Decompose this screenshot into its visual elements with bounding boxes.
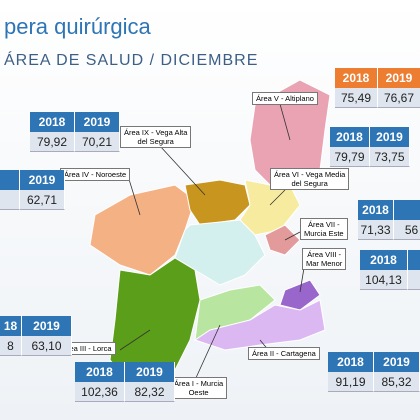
- leader-line: [127, 175, 141, 216]
- leader-line: [119, 329, 151, 351]
- area-label-line: del Segura: [291, 179, 328, 188]
- area-label-line: Área I - Murcia: [174, 379, 224, 388]
- area-label-line: Área VI - Vega Media: [274, 170, 346, 179]
- area-label: Área VI - Vega Media del Segura: [270, 168, 350, 190]
- leader-line: [159, 145, 206, 196]
- area-label-line: Área IX - Vega Alta: [124, 128, 188, 137]
- year-cell: 2019: [20, 170, 65, 190]
- value-cell: 75,49: [335, 88, 378, 108]
- region-vega-alta: [184, 179, 251, 226]
- year-cell: 2018: [328, 352, 374, 372]
- year-cell: 2019: [370, 127, 410, 147]
- region-cartagena: [193, 299, 326, 351]
- year-cell: [408, 250, 420, 270]
- year-cell: 2018: [335, 68, 378, 88]
- region-mar-menor: [279, 279, 321, 311]
- area-label-line: Mar Menor: [306, 259, 343, 268]
- area-label-line: Área VII -: [307, 220, 340, 229]
- year-cell: 2019: [125, 362, 175, 382]
- area-label-line: Murcia Este: [304, 229, 344, 238]
- value-cell: 8: [0, 336, 22, 356]
- area-label-line: Oeste: [188, 388, 209, 397]
- year-cell: 2018: [30, 112, 75, 132]
- area-label: Área VIII - Mar Menor: [302, 248, 347, 270]
- area-label-line: Área IV - Noroeste: [64, 170, 127, 179]
- value-cell: 79,79: [330, 147, 370, 167]
- value-cell: 62,71: [20, 190, 65, 210]
- value-cell: 56: [394, 220, 420, 240]
- value-cell: [0, 190, 20, 210]
- leader-line: [279, 103, 291, 141]
- area-label: Área IV - Noroeste: [60, 168, 131, 181]
- area-label: Área VII - Murcia Este: [300, 218, 348, 240]
- leader-line: [194, 324, 221, 381]
- value-cell: 70,21: [75, 132, 120, 152]
- area-label-line: Área VIII -: [307, 250, 342, 259]
- value-cell: 82,32: [125, 382, 175, 402]
- value-cell: 79,92: [30, 132, 75, 152]
- year-cell: [0, 170, 20, 190]
- year-cell: 2019: [378, 68, 420, 88]
- area-label-line: Área II - Cartagena: [252, 349, 316, 358]
- value-cell: 91,19: [328, 372, 374, 392]
- area-label: Área IX - Vega Alta del Segura: [120, 126, 192, 148]
- subtitle: ÁREA DE SALUD / DICIEMBRE: [4, 52, 259, 69]
- region-murcia-este: [264, 224, 301, 256]
- year-cell: 2019: [75, 112, 120, 132]
- value-cell: 76,67: [378, 88, 420, 108]
- area-label: Área V - Altiplano: [252, 92, 318, 105]
- value-cell: 85,32: [374, 372, 420, 392]
- year-cell: 2018: [330, 127, 370, 147]
- value-cell: 63,10: [22, 336, 72, 356]
- area-label: Área II - Cartagena: [248, 347, 320, 360]
- year-cell: 2019: [22, 316, 72, 336]
- year-cell: 18: [0, 316, 22, 336]
- value-cell: 102,36: [75, 382, 125, 402]
- region-noroeste: [89, 184, 196, 276]
- title: pera quirúrgica: [4, 14, 151, 39]
- year-cell: 2018: [360, 250, 408, 270]
- year-cell: 2019: [374, 352, 420, 372]
- year-cell: 2018: [75, 362, 125, 382]
- year-cell: 2018: [358, 200, 394, 220]
- leader-line: [269, 189, 286, 206]
- value-cell: 71,33: [358, 220, 394, 240]
- area-label-line: del Segura: [137, 137, 174, 146]
- area-label-line: Área V - Altiplano: [256, 94, 314, 103]
- value-cell: 104,13: [360, 270, 408, 290]
- year-cell: [394, 200, 420, 220]
- region-center: [174, 219, 266, 286]
- leader-line: [284, 231, 301, 241]
- value-cell: [408, 270, 420, 290]
- value-cell: 73,75: [370, 147, 410, 167]
- area-label: Área I - Murcia Oeste: [170, 377, 228, 399]
- area-label-line: Área III - Lorca: [62, 344, 112, 353]
